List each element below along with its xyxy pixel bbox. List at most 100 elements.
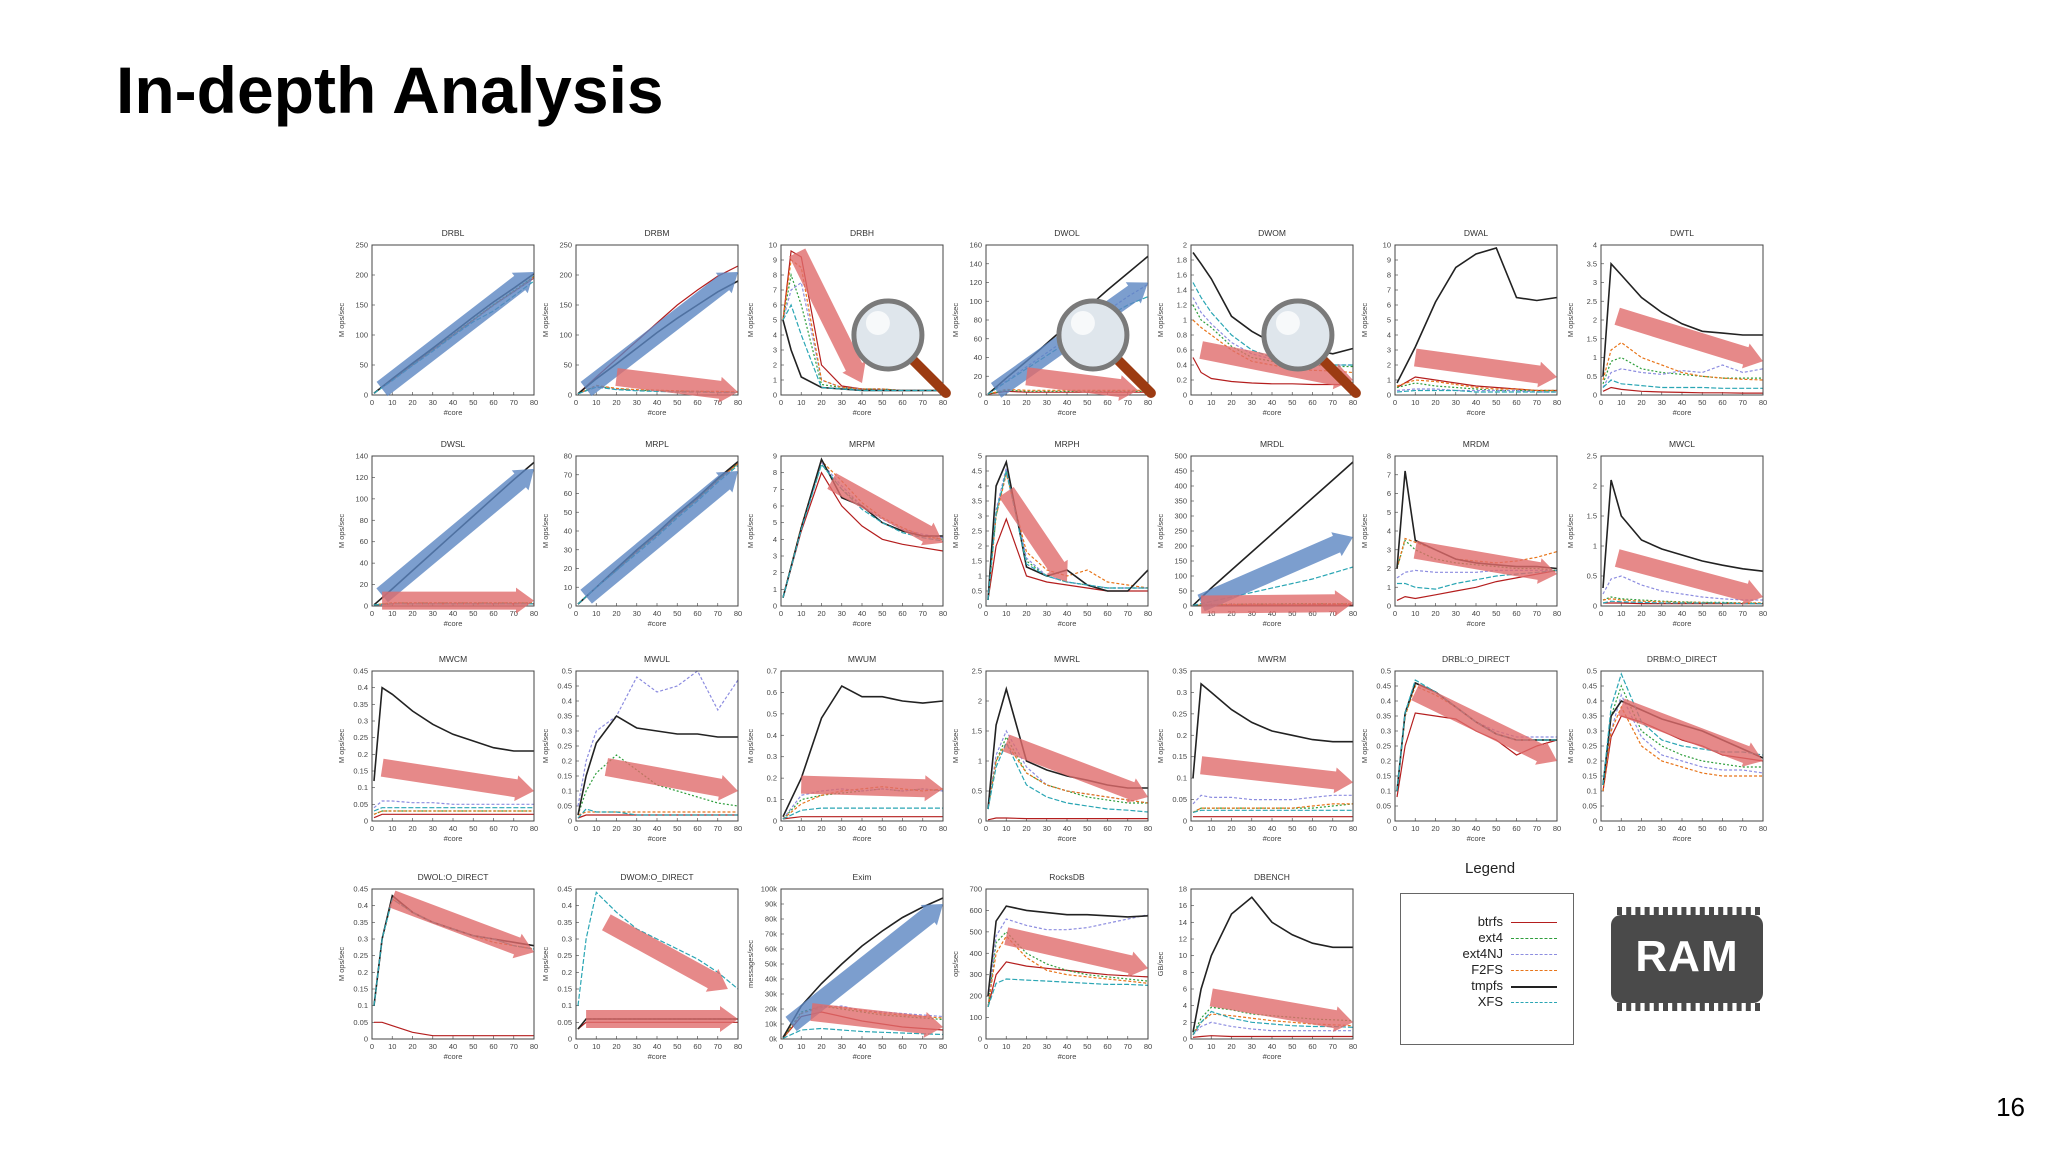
x-tick-label: 30 xyxy=(1248,1042,1256,1051)
y-tick-label: 0.3 xyxy=(562,727,572,736)
y-tick-label: 0.2 xyxy=(1587,757,1597,766)
x-tick-label: 0 xyxy=(1189,824,1193,833)
red-trend-arrow xyxy=(998,487,1068,582)
y-tick-label: 0 xyxy=(978,817,982,826)
y-tick-label: 2 xyxy=(773,568,777,577)
chart-title: DWOM:O_DIRECT xyxy=(620,872,693,882)
plot-frame xyxy=(985,455,1149,607)
x-tick-label: 10 xyxy=(1411,398,1419,407)
series-line-ext4nj xyxy=(1602,364,1764,388)
legend-swatch xyxy=(1511,922,1557,923)
x-tick-label: 60 xyxy=(1718,824,1726,833)
legend: btrfs ext4 ext4NJ F2FS tmpfs XFS xyxy=(1400,893,1574,1045)
ram-pin xyxy=(1635,907,1641,915)
y-tick-label: 0.25 xyxy=(353,951,368,960)
x-tick-label: 0 xyxy=(984,398,988,407)
chart-dbench: DBENCH 0 2 4 6 8 10 12 14 16 18 0 10 20 30 40 50 60 70 80 #c… xyxy=(1156,872,1357,1061)
series-line-ext4nj xyxy=(1602,693,1764,786)
y-tick-label: 0 xyxy=(568,817,572,826)
y-tick-label: 0.3 xyxy=(358,935,368,944)
y-tick-label: 0.5 xyxy=(562,667,572,676)
chart-title: MRDL xyxy=(1260,439,1284,449)
chart-exim: Exim 0k 10k 20k 30k 40k 50k 60k 70k 80k 90k 100k 0 10… xyxy=(746,872,947,1061)
x-tick-label: 70 xyxy=(714,1042,722,1051)
chart-title: RocksDB xyxy=(1049,872,1085,882)
x-tick-label: 50 xyxy=(1698,824,1706,833)
y-tick-label: 250 xyxy=(355,241,368,250)
series-line-btrfs xyxy=(782,816,943,820)
ram-pin xyxy=(1617,907,1622,915)
ram-pin xyxy=(1718,907,1724,915)
y-tick-label: 450 xyxy=(1174,467,1187,476)
chart-dwsl: DWSL 0 20 40 60 80 100 120 140 0 10 20 30 40 50 60 70 80 #… xyxy=(337,439,538,628)
x-tick-label: 70 xyxy=(919,398,927,407)
x-tick-label: 50 xyxy=(469,609,477,618)
y-tick-label: 3.5 xyxy=(1587,259,1597,268)
x-tick-label: 20 xyxy=(1022,1042,1030,1051)
x-tick-label: 60 xyxy=(1103,824,1111,833)
x-tick-label: 80 xyxy=(1144,609,1152,618)
y-tick-label: 0.7 xyxy=(767,667,777,676)
red-trend-arrow xyxy=(382,587,534,614)
x-tick-label: 70 xyxy=(510,824,518,833)
plot-frame xyxy=(1394,244,1558,396)
x-tick-label: 70 xyxy=(714,609,722,618)
x-tick-label: 80 xyxy=(1759,824,1767,833)
y-tick-label: 0.25 xyxy=(353,733,368,742)
y-tick-label: 5 xyxy=(978,452,982,461)
y-tick-label: 0.3 xyxy=(562,935,572,944)
x-tick-label: 80 xyxy=(1144,1042,1152,1051)
ram-pin xyxy=(1681,907,1687,915)
legend-label: F2FS xyxy=(1471,962,1503,977)
y-tick-label: 0.25 xyxy=(1172,709,1187,718)
x-tick-label: 10 xyxy=(1002,1042,1010,1051)
x-tick-label: 60 xyxy=(1512,398,1520,407)
chart-title: DRBL:O_DIRECT xyxy=(1442,654,1510,664)
series-line-ext4 xyxy=(1602,684,1763,786)
y-tick-label: 200 xyxy=(559,271,572,280)
y-tick-label: 50 xyxy=(360,361,368,370)
y-tick-label: 5 xyxy=(1387,508,1391,517)
x-tick-label: 60 xyxy=(1308,1042,1316,1051)
series-line-f2fs xyxy=(1192,803,1353,813)
y-tick-label: 0.15 xyxy=(557,772,572,781)
x-tick-label: 60 xyxy=(489,1042,497,1051)
ram-pin xyxy=(1736,907,1742,915)
x-tick-label: 70 xyxy=(1124,1042,1132,1051)
red-trend-arrow xyxy=(1200,756,1353,794)
blue-trend-arrow xyxy=(1197,532,1353,612)
ram-pin xyxy=(1635,1003,1641,1011)
y-tick-label: 0.2 xyxy=(1381,757,1391,766)
y-tick-label: 2 xyxy=(773,361,777,370)
x-tick-label: 10 xyxy=(797,1042,805,1051)
y-tick-label: 60 xyxy=(360,537,368,546)
y-tick-label: 4 xyxy=(1183,1001,1187,1010)
plot-frame xyxy=(575,244,739,396)
y-tick-label: 100 xyxy=(969,297,982,306)
y-tick-label: 0.25 xyxy=(557,742,572,751)
legend-item-tmpfs: tmpfs xyxy=(1401,978,1573,994)
chart-title: MRPM xyxy=(849,439,875,449)
x-axis-label: #core xyxy=(1673,619,1692,628)
x-tick-label: 20 xyxy=(1431,398,1439,407)
y-tick-label: 0 xyxy=(1387,391,1391,400)
chart-title: DWOM xyxy=(1258,228,1286,238)
ram-pin xyxy=(1755,907,1760,915)
ram-pin xyxy=(1663,1003,1668,1011)
blue-trend-arrow xyxy=(580,272,738,397)
slide-title: In-depth Analysis xyxy=(116,53,664,127)
red-trend-arrow xyxy=(1414,348,1557,388)
chart-title: DBENCH xyxy=(1254,872,1290,882)
y-tick-label: 1 xyxy=(1387,583,1391,592)
x-axis-label: #core xyxy=(1263,1052,1282,1061)
y-tick-label: 5 xyxy=(773,316,777,325)
ram-pin xyxy=(1681,1003,1687,1011)
chart-mrdl: MRDL 0 50 100 150 200 250 300 350 400 450 500 0 10 20 3… xyxy=(1156,439,1357,628)
x-tick-label: 40 xyxy=(1268,1042,1276,1051)
y-tick-label: 0.2 xyxy=(767,774,777,783)
x-tick-label: 80 xyxy=(1349,824,1357,833)
y-tick-label: 1 xyxy=(773,376,777,385)
x-tick-label: 0 xyxy=(984,824,988,833)
